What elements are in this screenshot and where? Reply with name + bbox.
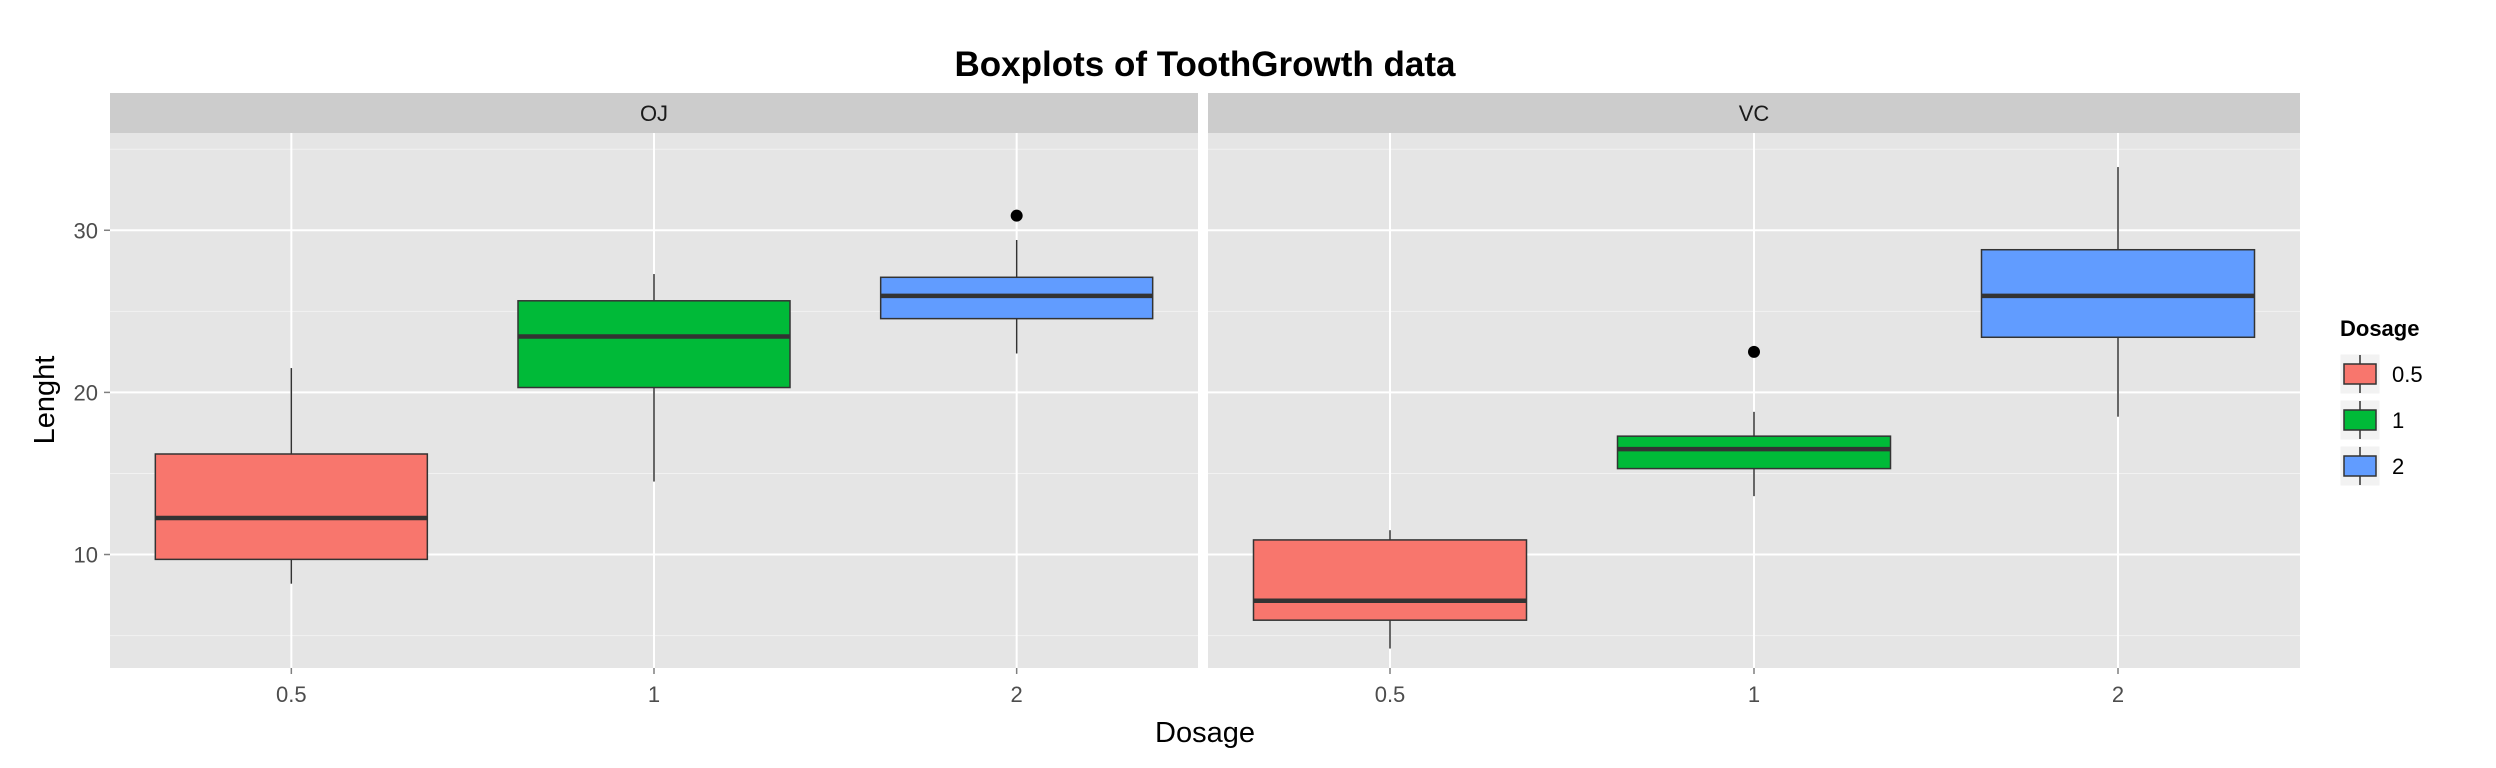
outlier-point	[1748, 345, 1760, 358]
box-body	[1616, 435, 1892, 470]
x-tick-label: 0.5	[276, 682, 307, 707]
box-vc-1	[1616, 345, 1892, 497]
legend-entry-1: 1	[2339, 399, 2404, 441]
facet-strip	[110, 93, 1198, 133]
y-axis: 10 20 30	[74, 218, 110, 568]
outlier-point	[1010, 209, 1023, 222]
facet-strip-label: OJ	[640, 101, 668, 126]
legend-title: Dosage	[2340, 316, 2419, 341]
x-tick-label: 0.5	[1375, 682, 1406, 707]
box-oj-2	[879, 209, 1154, 354]
panels-layer: OJ 0.5 1 2 VC 0.5 1 2 10 20 30	[74, 93, 2300, 707]
y-tick-label: 10	[74, 543, 98, 568]
y-axis-title: Lenght	[29, 356, 61, 445]
legend-label: 2	[2392, 454, 2404, 479]
legend-label: 0.5	[2392, 362, 2423, 387]
x-tick-label: 2	[2112, 682, 2124, 707]
box-body	[1980, 248, 2256, 339]
facet-strip-label: VC	[1739, 101, 1770, 126]
box-body	[154, 453, 429, 561]
legend-key-box	[2343, 409, 2377, 431]
facet-panel-oj: OJ 0.5 1 2	[110, 93, 1198, 707]
facet-strip	[1208, 93, 2300, 133]
legend-key-box	[2343, 363, 2377, 385]
box-vc-0.5	[1252, 530, 1528, 649]
box-oj-1	[517, 274, 791, 482]
box-oj-0.5	[154, 368, 429, 584]
legend: Dosage 0.5 1 2	[2339, 316, 2423, 487]
legend-label: 1	[2392, 408, 2404, 433]
box-body	[517, 300, 791, 389]
y-tick-label: 20	[74, 380, 98, 405]
legend-entry-2: 2	[2339, 445, 2404, 487]
box-body	[1252, 539, 1528, 621]
x-tick-label: 1	[648, 682, 660, 707]
chart-title: Boxplots of ToothGrowth data	[955, 45, 1456, 84]
legend-entry-0.5: 0.5	[2339, 353, 2423, 395]
y-tick-label: 30	[74, 218, 98, 243]
facet-panel-vc: VC 0.5 1 2	[1208, 93, 2300, 707]
legend-key-box	[2343, 455, 2377, 477]
x-axis-title: Dosage	[1155, 717, 1255, 749]
x-tick-label: 1	[1748, 682, 1760, 707]
box-vc-2	[1980, 167, 2256, 417]
x-tick-label: 2	[1011, 682, 1023, 707]
